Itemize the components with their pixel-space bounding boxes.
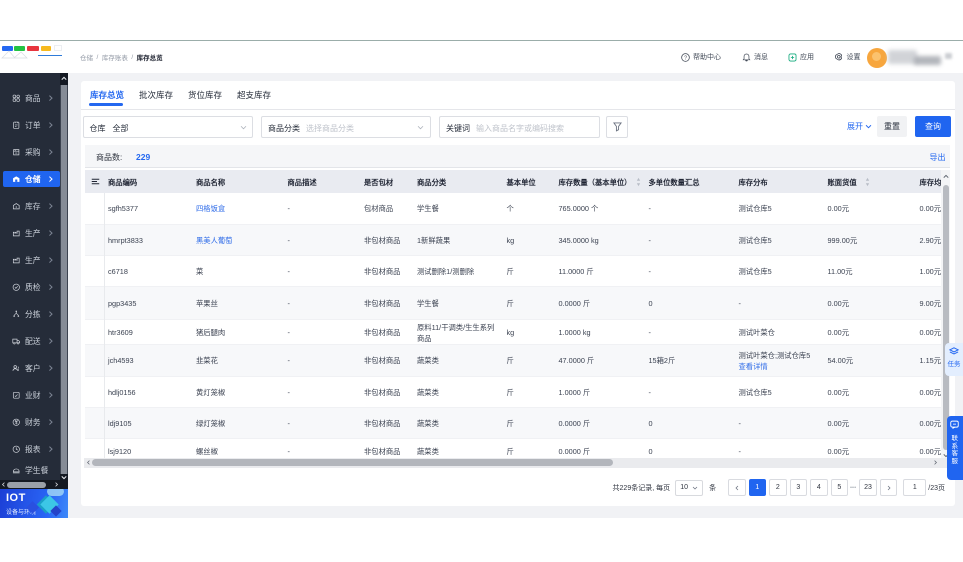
svg-text:?: ? [684, 55, 687, 61]
